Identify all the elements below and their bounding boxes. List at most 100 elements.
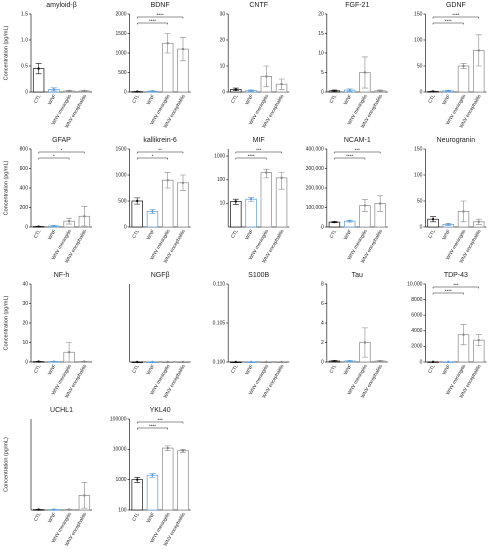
category-color-swatch [151,210,154,213]
category-color-swatch [181,47,185,51]
y-axis-label: Concentration (pg/mL) [3,160,9,215]
y-tick-label: 0 [321,224,324,230]
category-color-swatch [83,360,86,363]
category-color-swatch [447,360,450,364]
significance-label: *** [453,283,459,288]
panel-title: FGF-21 [345,2,369,9]
y-tick-label: 4 [321,320,324,326]
significance-label: **** [346,154,353,159]
category-color-swatch [348,219,351,223]
category-color-swatch [37,360,40,363]
x-tick-label: CTL [33,93,43,104]
panel-title: UCHL1 [50,407,73,414]
significance-bracket [38,157,70,160]
y-tick-label: 40 [22,281,28,287]
bar [177,450,189,511]
y-tick-label: 10000 [113,447,127,453]
bar [162,447,174,511]
y-tick-label: 50 [417,63,423,69]
category-color-swatch [363,71,367,74]
category-color-swatch [265,171,268,174]
significance-label: **** [445,19,452,24]
x-tick-label: CTL [33,228,43,239]
significance-bracket [38,151,85,154]
y-tick-label: 15 [318,31,324,37]
y-tick-label: 8 [321,281,324,287]
x-tick-label: CTL [230,93,240,104]
x-tick-label: WNF [244,364,255,377]
y-tick-label: 1.0 [21,37,28,43]
bar [146,474,159,511]
y-tick-label: 600 [20,166,29,172]
significance-bracket [136,151,184,154]
y-tick-label: 6000 [411,313,422,319]
x-tick-label: CTL [230,363,240,374]
y-tick-label: 2 [321,340,324,346]
panel-title: YKL40 [150,407,171,414]
x-tick-label: CTL [230,228,240,239]
x-tick-label: CTL [131,511,141,522]
category-color-swatch [249,360,253,364]
x-tick-label: CTL [427,228,437,239]
category-color-swatch [477,338,480,342]
category-color-swatch [151,90,154,93]
y-tick-label: 0 [25,89,28,95]
significance-bracket [432,292,464,295]
category-color-swatch [83,89,86,93]
panel-title: Neurogranin [437,137,476,144]
bar [131,200,143,228]
category-color-swatch [67,508,71,511]
significance-label: *** [355,148,361,153]
x-tick-label: WNF [146,94,157,107]
category-color-swatch [477,49,480,52]
significance-bracket [136,421,184,424]
x-tick-label: WNF [47,364,58,377]
panel: NF-h Concentration (pg/mL) 0 10 20 30 40 CTL WNF… [3,272,92,399]
category-color-swatch [151,360,154,364]
category-color-swatch [136,90,139,93]
category-color-swatch [234,200,238,203]
category-color-swatch [431,90,435,93]
category-color-swatch [249,198,253,201]
x-tick-label: CTL [131,363,141,374]
category-color-swatch [37,67,40,70]
y-tick-label: 10 [22,340,28,346]
panel: amyloid-β Concentration (pg/mL) 0 0.5 1.0 1.5… [3,2,92,129]
y-tick-label: 0 [124,224,127,230]
y-tick-label: 0 [321,359,324,365]
x-tick-label: CTL [33,511,43,522]
y-axis-label: Concentration (pg/mL) [3,295,9,350]
category-color-swatch [52,88,56,91]
significance-bracket [334,151,381,154]
y-tick-label: 10 [220,63,226,69]
y-tick-label: 10 [318,50,324,56]
category-color-swatch [166,179,169,182]
x-tick-label: WNF [146,512,157,525]
y-tick-label: 100 [118,507,127,513]
significance-bracket [136,22,168,25]
category-color-swatch [280,83,283,86]
category-color-swatch [363,204,367,207]
category-color-swatch [378,359,382,363]
category-color-swatch [166,446,169,450]
category-color-swatch [166,360,169,364]
x-tick-label: CTL [131,93,141,104]
error-bar [278,172,285,190]
significance-label: * [152,154,154,159]
x-tick-label: WNF [343,364,354,377]
panel-title: NGFβ [151,272,170,279]
y-tick-label: 0.105 [213,320,226,326]
panel-title: amyloid-β [46,2,76,9]
y-tick-label: 400 [20,185,29,191]
category-color-swatch [249,89,253,92]
category-color-swatch [67,89,71,93]
x-tick-label: WNF [441,364,452,377]
y-tick-label: 150 [414,11,423,17]
panel-title: MIF [253,137,265,144]
significance-label: ** [158,148,162,153]
